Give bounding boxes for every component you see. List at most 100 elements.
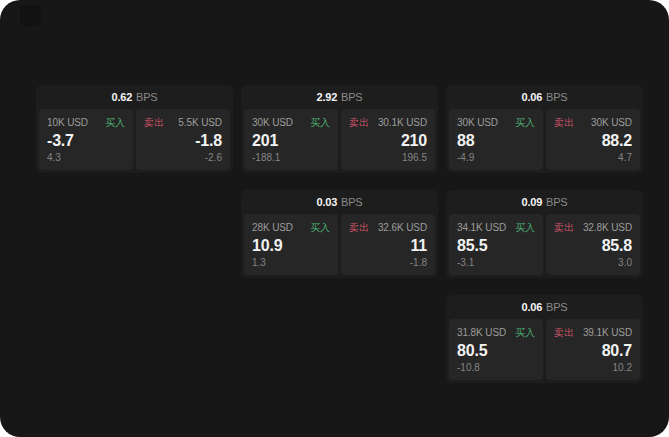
sell-amount: 32.6K USD [378,221,427,234]
buy-label: 买入 [515,116,535,129]
card-body: 34.1K USD 买入 85.5 -3.1 卖出 32.8K USD 85.8… [449,214,640,275]
sell-value: 88.2 [554,131,632,150]
sell-tile-header: 卖出 32.6K USD [349,221,427,234]
buy-amount: 30K USD [252,116,293,129]
quote-card[interactable]: 0.06 BPS 30K USD 买入 88 -4.9 卖出 30K USD 8… [446,85,643,173]
quote-card[interactable]: 0.62 BPS 10K USD 买入 -3.7 4.3 卖出 5.5K USD… [36,85,233,173]
sell-label: 卖出 [554,326,574,339]
sell-label: 卖出 [349,116,369,129]
sell-tile[interactable]: 卖出 39.1K USD 80.7 10.2 [546,319,640,380]
sell-tile-header: 卖出 30K USD [554,116,632,129]
bps-unit: BPS [341,196,362,208]
card-header: 0.62 BPS [39,85,230,109]
sell-label: 卖出 [349,221,369,234]
bps-unit: BPS [546,196,567,208]
buy-amount: 10K USD [47,116,88,129]
sell-amount: 5.5K USD [178,116,222,129]
buy-value: 10.9 [252,236,330,255]
bps-value: 2.92 [316,91,337,103]
buy-label: 买入 [515,326,535,339]
buy-tile[interactable]: 34.1K USD 买入 85.5 -3.1 [449,214,543,275]
app-menu-icon[interactable] [20,5,41,26]
sell-amount: 30.1K USD [378,116,427,129]
card-body: 30K USD 买入 201 -188.1 卖出 30.1K USD 210 1… [244,109,435,170]
card-body: 30K USD 买入 88 -4.9 卖出 30K USD 88.2 4.7 [449,109,640,170]
sell-tile[interactable]: 卖出 30.1K USD 210 196.5 [341,109,435,170]
sell-value: -1.8 [144,131,222,150]
quote-card[interactable]: 0.06 BPS 31.8K USD 买入 80.5 -10.8 卖出 39.1… [446,295,643,383]
quote-card-grid: 0.62 BPS 10K USD 买入 -3.7 4.3 卖出 5.5K USD… [36,85,643,383]
quote-card[interactable]: 0.09 BPS 34.1K USD 买入 85.5 -3.1 卖出 32.8K… [446,190,643,278]
sell-amount: 30K USD [591,116,632,129]
buy-delta: -10.8 [457,361,535,374]
buy-value: -3.7 [47,131,125,150]
quote-card[interactable]: 2.92 BPS 30K USD 买入 201 -188.1 卖出 30.1K … [241,85,438,173]
sell-tile[interactable]: 卖出 32.6K USD 11 -1.8 [341,214,435,275]
card-header: 0.06 BPS [449,85,640,109]
buy-tile-header: 31.8K USD 买入 [457,326,535,339]
sell-delta: -1.8 [349,256,427,269]
card-header: 0.09 BPS [449,190,640,214]
bps-value: 0.06 [521,91,542,103]
sell-tile[interactable]: 卖出 32.8K USD 85.8 3.0 [546,214,640,275]
buy-label: 买入 [310,116,330,129]
sell-amount: 32.8K USD [583,221,632,234]
bps-unit: BPS [546,301,567,313]
buy-amount: 34.1K USD [457,221,506,234]
buy-tile-header: 30K USD 买入 [457,116,535,129]
buy-tile-header: 28K USD 买入 [252,221,330,234]
buy-tile-header: 34.1K USD 买入 [457,221,535,234]
card-body: 31.8K USD 买入 80.5 -10.8 卖出 39.1K USD 80.… [449,319,640,380]
buy-value: 85.5 [457,236,535,255]
sell-value: 11 [349,236,427,255]
buy-amount: 30K USD [457,116,498,129]
card-header: 2.92 BPS [244,85,435,109]
sell-tile[interactable]: 卖出 30K USD 88.2 4.7 [546,109,640,170]
sell-label: 卖出 [144,116,164,129]
sell-delta: 4.7 [554,151,632,164]
sell-tile-header: 卖出 32.8K USD [554,221,632,234]
bps-value: 0.62 [111,91,132,103]
sell-label: 卖出 [554,116,574,129]
sell-value: 80.7 [554,341,632,360]
bps-value: 0.03 [316,196,337,208]
buy-amount: 31.8K USD [457,326,506,339]
buy-delta: -188.1 [252,151,330,164]
buy-label: 买入 [310,221,330,234]
buy-label: 买入 [105,116,125,129]
sell-tile-header: 卖出 5.5K USD [144,116,222,129]
sell-label: 卖出 [554,221,574,234]
buy-delta: 1.3 [252,256,330,269]
buy-tile[interactable]: 30K USD 买入 201 -188.1 [244,109,338,170]
buy-tile[interactable]: 28K USD 买入 10.9 1.3 [244,214,338,275]
sell-tile-header: 卖出 39.1K USD [554,326,632,339]
card-header: 0.03 BPS [244,190,435,214]
sell-value: 210 [349,131,427,150]
card-body: 10K USD 买入 -3.7 4.3 卖出 5.5K USD -1.8 -2.… [39,109,230,170]
sell-delta: 196.5 [349,151,427,164]
bps-unit: BPS [341,91,362,103]
sell-tile[interactable]: 卖出 5.5K USD -1.8 -2.6 [136,109,230,170]
app-background: 0.62 BPS 10K USD 买入 -3.7 4.3 卖出 5.5K USD… [0,0,669,437]
buy-amount: 28K USD [252,221,293,234]
buy-tile[interactable]: 30K USD 买入 88 -4.9 [449,109,543,170]
bps-value: 0.06 [521,301,542,313]
sell-delta: 3.0 [554,256,632,269]
buy-delta: -4.9 [457,151,535,164]
buy-value: 80.5 [457,341,535,360]
buy-label: 买入 [515,221,535,234]
sell-delta: 10.2 [554,361,632,374]
sell-delta: -2.6 [144,151,222,164]
buy-delta: 4.3 [47,151,125,164]
sell-amount: 39.1K USD [583,326,632,339]
card-body: 28K USD 买入 10.9 1.3 卖出 32.6K USD 11 -1.8 [244,214,435,275]
sell-value: 85.8 [554,236,632,255]
quote-card[interactable]: 0.03 BPS 28K USD 买入 10.9 1.3 卖出 32.6K US… [241,190,438,278]
bps-unit: BPS [546,91,567,103]
buy-tile[interactable]: 31.8K USD 买入 80.5 -10.8 [449,319,543,380]
buy-tile[interactable]: 10K USD 买入 -3.7 4.3 [39,109,133,170]
buy-value: 88 [457,131,535,150]
sell-tile-header: 卖出 30.1K USD [349,116,427,129]
bps-unit: BPS [136,91,157,103]
bps-value: 0.09 [521,196,542,208]
